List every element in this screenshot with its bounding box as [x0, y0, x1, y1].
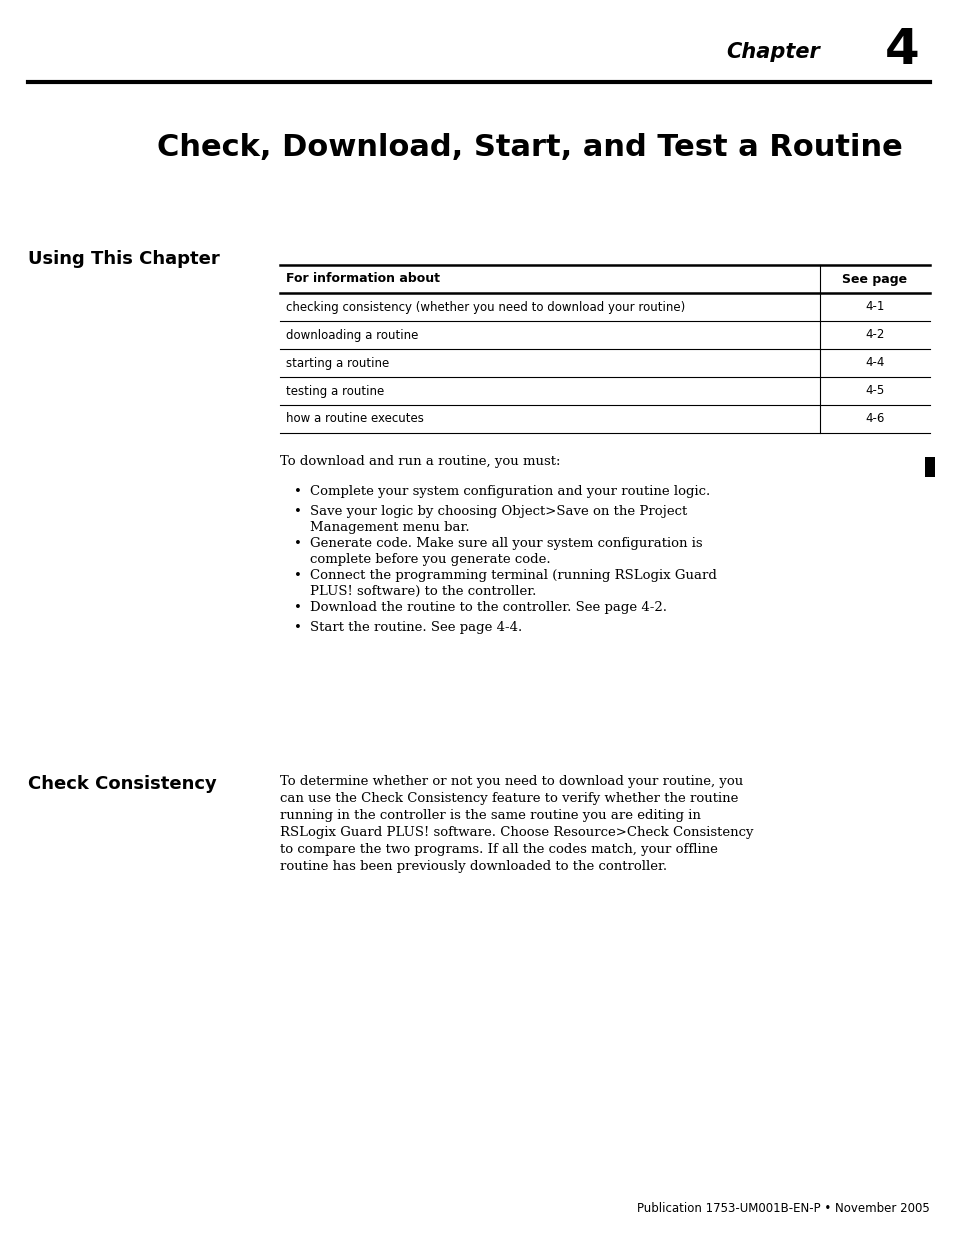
Text: •: •	[294, 485, 301, 498]
Text: checking consistency (whether you need to download your routine): checking consistency (whether you need t…	[286, 300, 684, 314]
Text: starting a routine: starting a routine	[286, 357, 389, 369]
Text: Download the routine to the controller. See page 4-2.: Download the routine to the controller. …	[310, 601, 666, 614]
Text: Save your logic by choosing Object>Save on the Project
Management menu bar.: Save your logic by choosing Object>Save …	[310, 505, 686, 534]
Text: 4-1: 4-1	[864, 300, 883, 314]
Text: See page: See page	[841, 273, 906, 285]
Text: To download and run a routine, you must:: To download and run a routine, you must:	[280, 454, 560, 468]
Text: Check Consistency: Check Consistency	[28, 776, 216, 793]
Bar	[924, 457, 934, 477]
Text: •: •	[294, 537, 301, 550]
Text: •: •	[294, 621, 301, 634]
Text: Using This Chapter: Using This Chapter	[28, 249, 219, 268]
Text: Connect the programming terminal (running RSLogix Guard
PLUS! software) to the c: Connect the programming terminal (runnin…	[310, 569, 716, 598]
Text: 4-5: 4-5	[864, 384, 883, 398]
Text: testing a routine: testing a routine	[286, 384, 384, 398]
Text: 4-2: 4-2	[864, 329, 883, 342]
Text: Start the routine. See page 4-4.: Start the routine. See page 4-4.	[310, 621, 521, 634]
Text: Chapter: Chapter	[725, 42, 820, 62]
Text: Check, Download, Start, and Test a Routine: Check, Download, Start, and Test a Routi…	[157, 133, 902, 163]
Text: •: •	[294, 569, 301, 582]
Text: Publication 1753-UM001B-EN-P • November 2005: Publication 1753-UM001B-EN-P • November …	[637, 1202, 929, 1214]
Text: 4: 4	[884, 26, 919, 74]
Text: how a routine executes: how a routine executes	[286, 412, 423, 426]
Text: To determine whether or not you need to download your routine, you
can use the C: To determine whether or not you need to …	[280, 776, 753, 873]
Text: downloading a routine: downloading a routine	[286, 329, 418, 342]
Text: •: •	[294, 505, 301, 517]
Text: Generate code. Make sure all your system configuration is
complete before you ge: Generate code. Make sure all your system…	[310, 537, 702, 566]
Text: 4-6: 4-6	[864, 412, 883, 426]
Text: Complete your system configuration and your routine logic.: Complete your system configuration and y…	[310, 485, 709, 498]
Text: For information about: For information about	[286, 273, 439, 285]
Text: 4-4: 4-4	[864, 357, 883, 369]
Text: •: •	[294, 601, 301, 614]
